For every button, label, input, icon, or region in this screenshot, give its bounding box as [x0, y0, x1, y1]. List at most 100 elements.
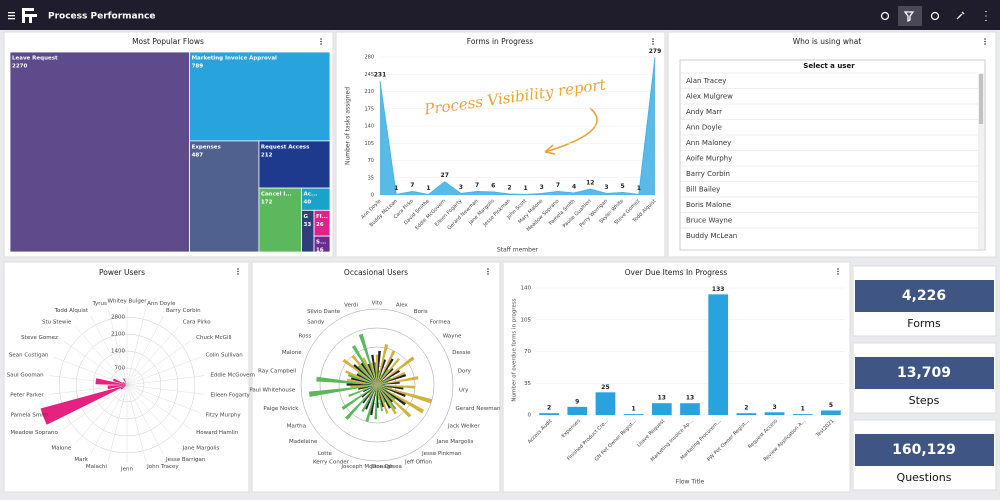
polar-bar: [377, 371, 406, 385]
value-label: 13: [658, 395, 666, 402]
polar-bar: [377, 385, 397, 415]
category-label: Jesse Barrigan: [165, 457, 206, 463]
spoke: [126, 384, 192, 430]
y-tick-label: 140: [364, 124, 374, 130]
value-label: 1: [801, 406, 805, 413]
treemap-tile: [189, 140, 260, 253]
category-label: Cara Pirko: [183, 320, 212, 326]
list-item[interactable]: Buddy McLean: [686, 232, 737, 240]
r-tick-label: 2100: [111, 332, 125, 338]
polar-bar: [377, 385, 433, 404]
category-label: Lotte: [318, 451, 333, 457]
value-label: 13: [686, 395, 694, 402]
category-label: Gerard Newman: [456, 406, 501, 412]
value-label: 3: [604, 184, 608, 191]
tile-value: 16: [316, 248, 324, 254]
category-label: Meadow Soprano: [10, 430, 58, 436]
y-tick-label: 140: [521, 286, 532, 292]
polar-bar: [362, 385, 377, 404]
bar: [764, 412, 785, 415]
spoke: [126, 384, 146, 461]
polar-bar: [357, 365, 377, 385]
panel: [3, 261, 250, 493]
list-item[interactable]: Barry Corbin: [686, 170, 730, 178]
bar: [651, 403, 672, 415]
polar-bar: [362, 385, 377, 390]
list-item[interactable]: Alan Tracey: [686, 77, 726, 85]
y-tick-label: 70: [368, 158, 374, 164]
value-label: 1: [637, 185, 641, 192]
spoke: [126, 315, 164, 386]
list-item[interactable]: Aoife Murphy: [686, 155, 732, 163]
tile-label: Ac...: [304, 192, 318, 198]
polar-bar: [365, 385, 377, 422]
polar-bar: [361, 385, 377, 398]
bar: [623, 414, 644, 415]
panel-menus[interactable]: [237, 38, 986, 275]
polar-bar: [345, 385, 377, 420]
category-label: Ury: [459, 387, 469, 393]
y-axis-label: Number of tasks assigned: [345, 87, 352, 165]
list-item[interactable]: Boris Malone: [686, 201, 731, 209]
polar-bar: [120, 385, 127, 390]
category-label: Sean Costigan: [9, 353, 49, 359]
panel-title: Occasional Users: [344, 268, 408, 277]
category-label: Jeff Offion: [404, 460, 433, 466]
polar-bar: [370, 385, 377, 390]
polar-bar: [377, 357, 400, 385]
polar-bar: [346, 378, 377, 385]
bar: [595, 392, 616, 415]
category-label: Paige Novick: [263, 406, 299, 412]
list-item[interactable]: Andy Marr: [686, 108, 722, 116]
header-title: Process Performance: [48, 12, 155, 22]
value-label: 7: [475, 182, 479, 189]
polar-bar: [351, 354, 377, 385]
value-label: 7: [556, 182, 560, 189]
tile-value: 40: [304, 200, 312, 206]
category-label: Ross: [299, 334, 312, 340]
category-label: Pamela Smith: [11, 412, 49, 418]
menu-icon[interactable]: [8, 12, 15, 20]
tile-label: Fl...: [316, 214, 328, 220]
category-label: Chuck McGill: [196, 335, 232, 341]
polar-bar: [374, 385, 377, 393]
polar-bar: [377, 381, 389, 385]
header-icons[interactable]: [880, 11, 987, 23]
category-label: Ray Campbell: [258, 368, 297, 374]
polar-bar: [377, 376, 419, 385]
polar-bar: [357, 372, 377, 385]
list-item[interactable]: Ann Maloney: [686, 139, 731, 147]
spoke: [62, 340, 128, 386]
category-label: Silvio Dante: [307, 309, 341, 315]
category-label: Jane Dosea: [370, 464, 402, 470]
polar-bar: [377, 343, 389, 385]
panel-title: Forms in Progress: [467, 37, 534, 46]
polar-bar: [377, 374, 382, 385]
category-label: Sandy: [307, 320, 325, 326]
polar-bar: [341, 385, 377, 410]
panel: [502, 261, 851, 493]
polar-bar: [356, 373, 377, 385]
list-item[interactable]: Bruce Wayne: [686, 217, 732, 225]
tile-value: 487: [192, 152, 204, 158]
spoke: [90, 315, 128, 386]
list-item[interactable]: Ann Doyle: [686, 124, 722, 132]
y-tick-label: 105: [364, 141, 374, 147]
y-tick-label: 0: [371, 193, 374, 199]
polar-bar: [377, 374, 407, 385]
tile-value: 212: [261, 152, 273, 158]
polar-bar: [316, 376, 377, 385]
category-label: Formea: [430, 320, 451, 326]
list-item[interactable]: Alex Mulgrew: [686, 93, 733, 101]
category-label: Boris: [414, 309, 428, 315]
r-tick-label: 700: [115, 366, 126, 372]
y-tick-label: 210: [364, 89, 374, 95]
list-item[interactable]: Bill Bailey: [686, 186, 720, 194]
polar-bar: [377, 385, 384, 408]
spoke: [126, 326, 179, 386]
spoke: [108, 309, 128, 386]
polar-bar: [377, 356, 415, 385]
polar-bar: [377, 385, 386, 403]
panel-title: Most Popular Flows: [132, 37, 204, 46]
